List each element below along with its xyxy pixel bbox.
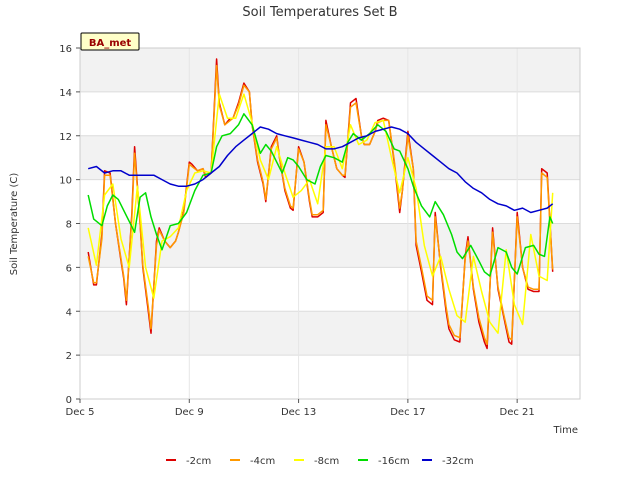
chart-title: Soil Temperatures Set B [242, 5, 397, 20]
x-tick-label: Dec 13 [281, 407, 316, 418]
badge: BA_met [80, 32, 140, 51]
series-line--4cm [87, 64, 554, 345]
y-tick-label: 16 [59, 44, 72, 55]
y-tick-label: 12 [59, 132, 72, 143]
legend-label--16cm: -16cm [378, 456, 410, 467]
series-layer [87, 58, 554, 350]
y-tick-label: 4 [66, 307, 72, 318]
legend-label--32cm: -32cm [442, 456, 474, 467]
badge-label: BA_met [89, 38, 132, 49]
x-tick-label: Dec 9 [175, 407, 204, 418]
badge-box [80, 32, 140, 51]
plot-band [80, 48, 580, 92]
legend-label--8cm: -8cm [314, 456, 339, 467]
y-tick-label: 2 [66, 351, 72, 362]
y-tick-label: 14 [59, 88, 72, 99]
y-tick-label: 10 [59, 176, 72, 187]
legend: -2cm -4cm -8cm -16cm -32cm [166, 456, 474, 467]
axes: 0 2 4 6 8 10 12 14 16 Dec 5 Dec 9 Dec 13 Dec 17 Dec 2… [59, 44, 581, 418]
y-tick-label: 6 [66, 263, 72, 274]
y-axis-title: Soil Temperature (C) [9, 173, 20, 276]
y-tick-label: 8 [66, 220, 72, 231]
x-tick-label: Dec 17 [390, 407, 425, 418]
legend-label--4cm: -4cm [250, 456, 275, 467]
x-tick-label: Dec 21 [500, 407, 535, 418]
x-axis-title: Time [553, 425, 578, 436]
x-tick-label: Dec 5 [66, 407, 95, 418]
y-tick-label: 0 [66, 395, 72, 406]
series-line--16cm [87, 113, 554, 277]
legend-label--2cm: -2cm [186, 456, 211, 467]
series-line--32cm [88, 126, 554, 214]
plot-band [80, 311, 580, 356]
